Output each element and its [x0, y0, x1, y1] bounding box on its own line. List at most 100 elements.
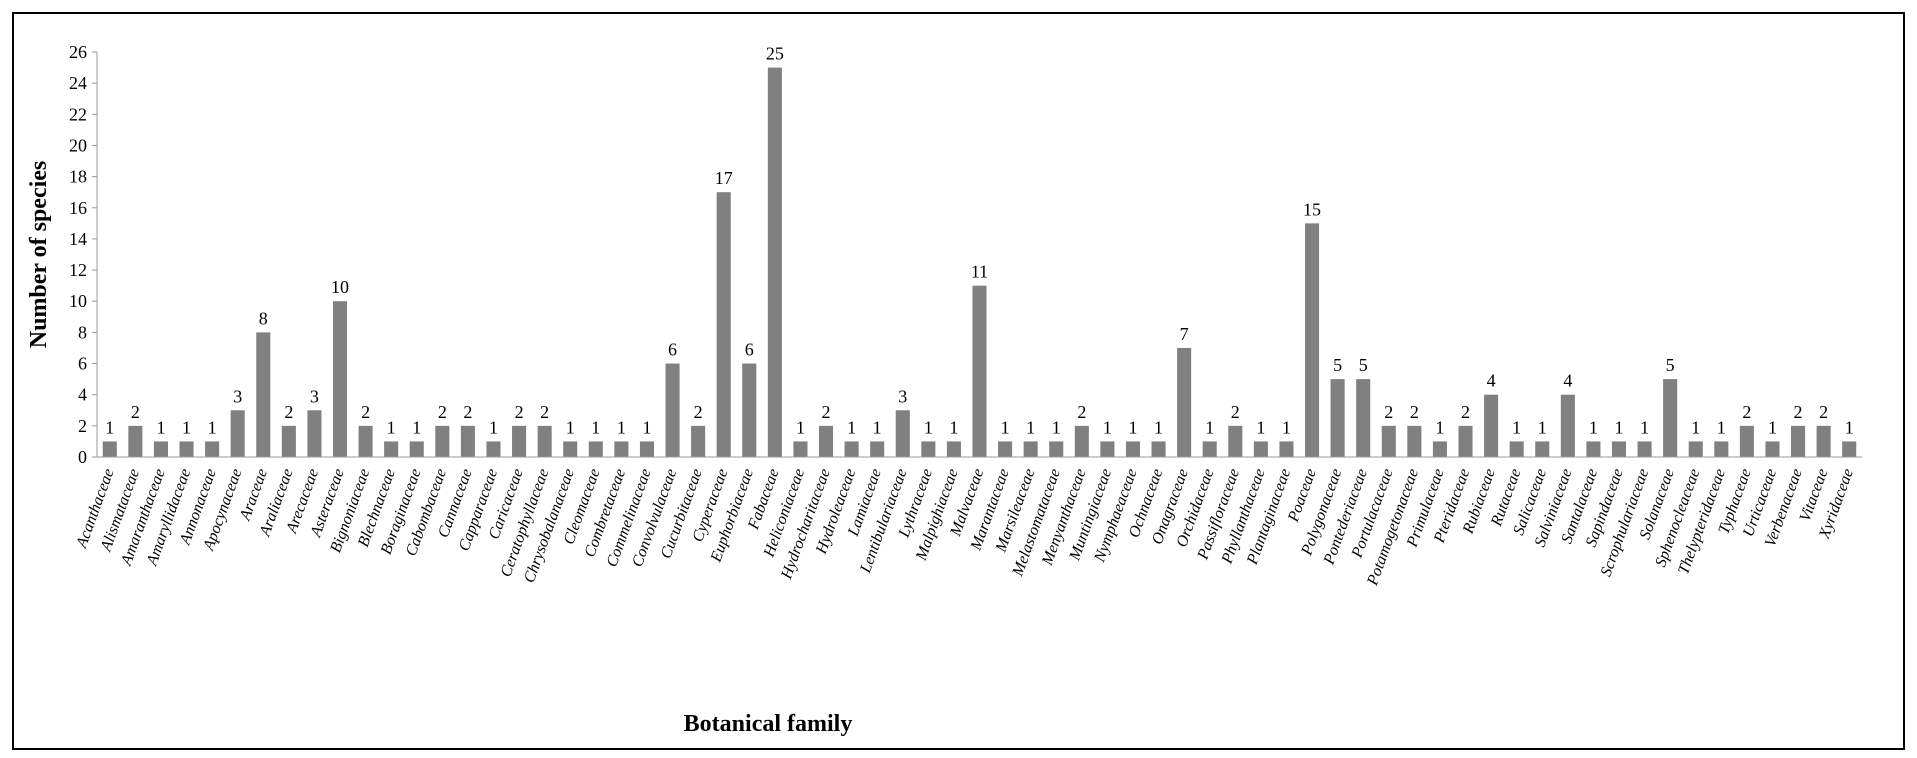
bar: [1125, 441, 1141, 457]
data-label: 6: [668, 340, 677, 360]
y-tick-label: 18: [69, 167, 87, 187]
data-label: 2: [1384, 402, 1393, 422]
data-label: 3: [310, 386, 319, 406]
data-label: 2: [131, 402, 140, 422]
data-label: 1: [1435, 417, 1444, 437]
data-label: 1: [1128, 417, 1137, 437]
data-label: 1: [1256, 417, 1265, 437]
bar: [1407, 425, 1422, 457]
bar: [972, 285, 987, 457]
bar: [946, 441, 961, 457]
bar: [614, 441, 629, 457]
y-tick-label: 22: [69, 104, 87, 124]
bar: [460, 425, 475, 457]
data-label: 1: [208, 417, 217, 437]
data-label: 2: [361, 402, 370, 422]
bar: [1253, 441, 1268, 457]
data-label: 1: [182, 417, 191, 437]
bar: [128, 425, 143, 457]
bar: [1177, 347, 1192, 457]
data-label: 1: [489, 417, 498, 437]
bar: [818, 425, 834, 457]
y-tick-label: 4: [78, 385, 87, 405]
bar: [588, 441, 603, 457]
data-label: 1: [1768, 417, 1777, 437]
y-tick-label: 20: [69, 135, 87, 155]
bar: [563, 441, 578, 457]
data-label: 1: [1154, 417, 1163, 437]
data-label: 2: [1077, 402, 1086, 422]
data-label: 2: [822, 402, 831, 422]
bar: [1535, 441, 1550, 457]
data-label: 25: [766, 44, 784, 64]
bar: [281, 425, 296, 457]
data-label: 4: [1563, 371, 1572, 391]
bar: [1842, 441, 1857, 457]
data-label: 10: [331, 277, 349, 297]
data-label: 2: [1231, 402, 1240, 422]
bar: [358, 425, 373, 457]
bar: [1586, 441, 1601, 457]
data-label: 15: [1303, 199, 1321, 219]
bar: [639, 441, 654, 457]
data-label: 1: [1282, 417, 1291, 437]
bar: [998, 441, 1013, 457]
bar: [1739, 425, 1754, 457]
bar: [230, 410, 245, 457]
y-axis-title: Number of species: [26, 161, 52, 349]
bar: [1560, 394, 1575, 457]
data-label: 2: [1410, 402, 1419, 422]
data-label: 2: [463, 402, 472, 422]
data-label: 4: [1487, 371, 1496, 391]
bar: [102, 441, 117, 457]
bar: [486, 441, 501, 457]
x-axis-title: Botanical family: [684, 711, 853, 737]
chart-frame: 0 2 4 6 8 10 12 14 16 18 20 22 24 26 1 2 1 1 1 3 8 2 3 10 2 1 1 2 2…: [12, 12, 1905, 750]
y-tick-label: 10: [69, 291, 87, 311]
data-label: 1: [1103, 417, 1112, 437]
data-label: 1: [617, 417, 626, 437]
bar: [1791, 425, 1806, 457]
bar: [1484, 394, 1499, 457]
data-label: 1: [1691, 417, 1700, 437]
data-label: 1: [156, 417, 165, 437]
data-label: 1: [1001, 417, 1010, 437]
bar: [1023, 441, 1038, 457]
data-label: 5: [1666, 355, 1675, 375]
bar: [256, 332, 271, 457]
bar: [1356, 379, 1371, 457]
bar: [1151, 441, 1166, 457]
y-tick-label: 6: [78, 354, 87, 374]
data-label: 1: [873, 417, 882, 437]
bar: [409, 441, 424, 457]
y-tick-label: 2: [78, 416, 87, 436]
bars-group: [102, 67, 1857, 458]
data-label: 1: [105, 417, 114, 437]
data-label: 2: [284, 402, 293, 422]
bar: [665, 363, 680, 457]
y-tick-label: 8: [78, 322, 87, 342]
bar: [870, 441, 885, 457]
bar: [793, 441, 808, 457]
bar: [1509, 441, 1524, 457]
data-label: 1: [642, 417, 651, 437]
data-label: 1: [566, 417, 575, 437]
data-label: 1: [1845, 417, 1854, 437]
data-label: 1: [1538, 417, 1547, 437]
data-label: 6: [745, 340, 754, 360]
bar: [1074, 425, 1089, 457]
data-label: 2: [515, 402, 524, 422]
data-label: 2: [1742, 402, 1751, 422]
bar: [1381, 425, 1396, 457]
y-tick-label: 14: [69, 229, 87, 249]
bar: [332, 301, 348, 457]
bar: [384, 441, 399, 457]
data-label: 1: [1205, 417, 1214, 437]
data-label: 5: [1359, 355, 1368, 375]
bar: [716, 192, 731, 457]
bar: [1663, 379, 1678, 457]
bar: [512, 425, 527, 457]
y-tick-label: 0: [78, 447, 87, 467]
